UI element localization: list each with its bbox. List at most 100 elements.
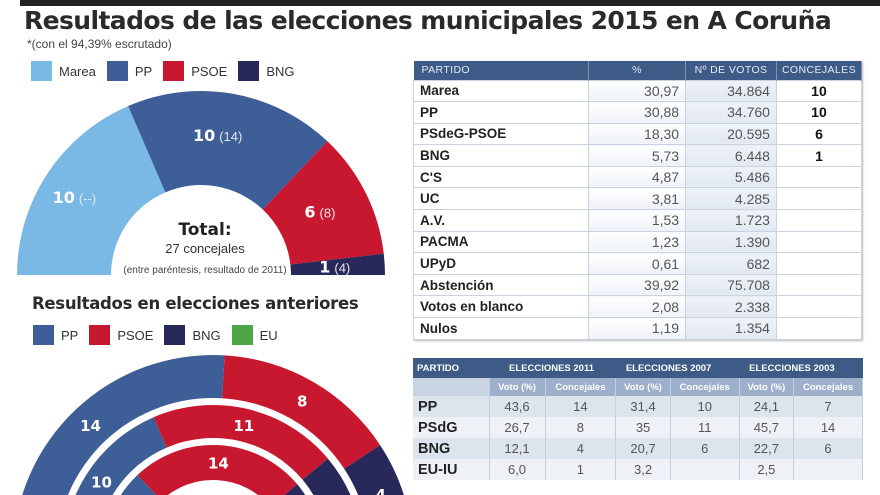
votes-cell: 4.285 xyxy=(685,187,777,211)
legend-item-eu: EU xyxy=(231,325,278,345)
legend-swatch xyxy=(231,325,253,345)
header-pct: % xyxy=(588,61,687,80)
legend-swatch xyxy=(33,325,54,345)
subheader: Voto (%) xyxy=(739,378,795,396)
legend-item-bng: BNG xyxy=(164,325,221,345)
votes-cell: 5.486 xyxy=(685,165,777,189)
slice-bng xyxy=(290,253,385,275)
table-row: Marea 30,97 34.864 10 xyxy=(413,79,863,103)
party-cell: PP xyxy=(413,396,490,417)
legend-swatch xyxy=(106,61,128,81)
vote-pct-cell: 12,1 xyxy=(489,438,546,459)
votes-cell: 20.595 xyxy=(685,122,777,146)
legend-label: PSOE xyxy=(191,63,228,79)
slice-2003-bng xyxy=(284,484,306,495)
pct-cell: 4,87 xyxy=(587,165,687,189)
table-header-row: PARTIDO % Nº DE VOTOS CONCEJALES xyxy=(413,61,863,80)
seats-cell xyxy=(775,165,863,189)
seats-cell: 10 xyxy=(775,101,863,124)
page-title: Resultados de las elecciones municipales… xyxy=(24,6,832,35)
party-cell: UPyD xyxy=(413,252,589,275)
previous-seat-count: (14) xyxy=(219,129,242,144)
table-row: A.V. 1,53 1.723 xyxy=(413,209,863,232)
table-row: EU-IU 6,0 1 3,2 2,5 xyxy=(413,459,863,480)
seats-2015-chart: 10 (--) 10 (14) 6 (8) 1 (4) Total: 27 concejale… xyxy=(17,91,385,277)
slice-pp xyxy=(128,91,328,210)
vote-pct-cell: 6,0 xyxy=(489,459,546,480)
votes-cell: 6.448 xyxy=(685,144,777,167)
previous-seat-count: (--) xyxy=(79,191,96,206)
party-cell: BNG xyxy=(413,438,490,459)
legend-item-pp: PP xyxy=(33,325,78,345)
table-row: PSdG 26,7 8 35 11 45,7 14 xyxy=(413,417,863,438)
table-row: Nulos 1,19 1.354 xyxy=(413,317,863,340)
seats-cell: 8 xyxy=(545,417,617,438)
legend-swatch xyxy=(163,61,185,81)
subheader: Concejales xyxy=(793,378,863,396)
slice-2007-pp xyxy=(75,417,167,495)
slice-2011-psoe xyxy=(222,355,381,469)
legend-item-pp: PP xyxy=(106,61,153,81)
slice-psoe xyxy=(262,141,384,265)
table-row: PP 30,88 34.760 10 xyxy=(413,101,863,124)
vote-pct-cell: 2,5 xyxy=(739,459,795,480)
header-seats: CONCEJALES xyxy=(776,61,863,80)
results-2015-table: PARTIDO % Nº DE VOTOS CONCEJALES Marea 30… xyxy=(413,61,863,340)
legend-label: PP xyxy=(134,63,153,79)
party-cell: PP xyxy=(413,101,589,124)
seats-cell xyxy=(670,459,740,480)
slice-2003-pp xyxy=(120,474,157,495)
seats-cell xyxy=(793,459,863,480)
legend-label: EU xyxy=(259,327,278,343)
legend-label: PSOE xyxy=(117,327,154,343)
seats-cell xyxy=(775,230,863,254)
seats-cell xyxy=(775,209,863,232)
table-row: PACMA 1,23 1.390 xyxy=(413,230,863,254)
header-partido: PARTIDO xyxy=(413,358,489,378)
party-cell: Nulos xyxy=(413,317,589,340)
seats-cell xyxy=(775,187,863,211)
table-row: Abstención 39,92 75.708 xyxy=(413,273,863,297)
seats-cell: 1 xyxy=(545,459,617,480)
party-cell: PSdG xyxy=(413,417,490,438)
vote-pct-cell: 35 xyxy=(615,417,671,438)
vote-pct-cell: 31,4 xyxy=(615,396,671,417)
previous-seat-count: (8) xyxy=(320,205,336,220)
legend-label: PP xyxy=(61,327,79,343)
table-row: BNG 5,73 6.448 1 xyxy=(413,144,863,167)
party-cell: Marea xyxy=(413,79,589,103)
table-row: UC 3,81 4.285 xyxy=(413,187,863,211)
subheader: Concejales xyxy=(670,378,740,396)
votes-cell: 34.760 xyxy=(685,101,777,124)
seats-cell: 6 xyxy=(793,438,863,459)
pct-cell: 1,53 xyxy=(587,209,687,232)
seats-cell: 14 xyxy=(793,417,863,438)
pct-cell: 30,97 xyxy=(587,79,687,103)
votes-cell: 2.338 xyxy=(685,295,777,319)
legend-label: Marea xyxy=(59,63,96,79)
seats-cell: 6 xyxy=(775,122,863,146)
party-cell: PSdeG-PSOE xyxy=(413,122,589,146)
party-cell: EU-IU xyxy=(413,459,490,480)
table-row: UPyD 0,61 682 xyxy=(413,252,863,275)
votes-cell: 34.864 xyxy=(685,79,777,103)
legend-swatch xyxy=(164,325,186,345)
slice-marea xyxy=(17,106,166,275)
pct-cell: 2,08 xyxy=(587,295,687,319)
party-cell: PACMA xyxy=(413,230,589,254)
center-total-label: Total: xyxy=(178,220,231,240)
top-rule xyxy=(20,0,880,6)
legend-item-marea: Marea xyxy=(31,61,96,81)
seats-cell: 7 xyxy=(793,396,863,417)
slice-2003-psoe xyxy=(137,445,298,495)
seats-cell: 10 xyxy=(670,396,740,417)
votes-cell: 1.354 xyxy=(685,317,777,340)
pct-cell: 1,23 xyxy=(587,230,687,254)
party-cell: A.V. xyxy=(413,209,589,232)
seats-cell: 14 xyxy=(545,396,617,417)
seats-cell: 4 xyxy=(545,438,617,459)
votes-cell: 1.723 xyxy=(685,209,777,232)
pct-cell: 5,73 xyxy=(587,144,687,167)
legend-item-bng: BNG xyxy=(238,61,295,81)
slice-label-2003-psoe: 14 xyxy=(208,455,229,473)
